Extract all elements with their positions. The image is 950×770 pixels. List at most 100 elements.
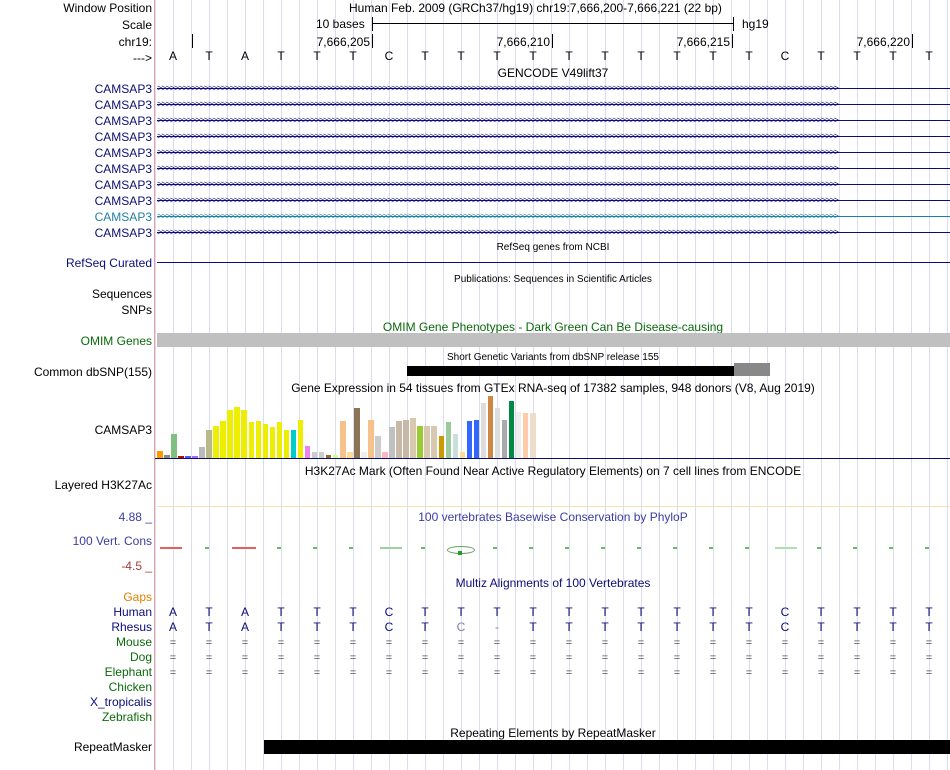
gtex-bar[interactable] bbox=[199, 446, 205, 458]
gtex-bar[interactable] bbox=[164, 454, 170, 458]
phylop-score-bar[interactable] bbox=[925, 547, 929, 549]
gtex-bar[interactable] bbox=[220, 420, 226, 458]
refseq-title[interactable]: RefSeq genes from NCBI bbox=[496, 242, 610, 253]
gtex-bar[interactable] bbox=[241, 409, 247, 458]
dbsnp-label[interactable]: Common dbSNP(155) bbox=[33, 365, 152, 379]
gencode-transcript-label[interactable]: CAMSAP3 bbox=[94, 178, 152, 192]
gtex-label[interactable]: CAMSAP3 bbox=[94, 423, 152, 437]
gtex-bar[interactable] bbox=[354, 408, 360, 458]
gtex-bar[interactable] bbox=[304, 445, 311, 458]
gtex-bar[interactable] bbox=[262, 423, 269, 458]
gencode-transcript-label[interactable]: CAMSAP3 bbox=[94, 130, 152, 144]
phylop-score-bar[interactable] bbox=[565, 547, 569, 549]
gtex-bar[interactable] bbox=[424, 425, 430, 458]
phylop-score-bar[interactable] bbox=[817, 547, 821, 549]
gencode-transcript[interactable]: >>>>>>>>>>>>>>>>>>>>>>>>>>>>>>>>>>>>>>>>… bbox=[157, 81, 950, 95]
multiz-species-human[interactable]: Human bbox=[113, 605, 152, 619]
gtex-bar[interactable] bbox=[417, 425, 423, 458]
gencode-transcript[interactable]: >>>>>>>>>>>>>>>>>>>>>>>>>>>>>>>>>>>>>>>>… bbox=[157, 145, 950, 159]
gtex-bar[interactable] bbox=[459, 451, 466, 458]
gencode-transcript[interactable]: >>>>>>>>>>>>>>>>>>>>>>>>>>>>>>>>>>>>>>>>… bbox=[157, 113, 950, 127]
multiz-species-gaps[interactable]: Gaps bbox=[123, 590, 152, 604]
gtex-bar[interactable] bbox=[438, 436, 444, 458]
gtex-bar[interactable] bbox=[473, 419, 480, 458]
phylop-score-bar[interactable] bbox=[853, 547, 857, 549]
gtex-bar[interactable] bbox=[332, 454, 339, 458]
phylop-score-bar[interactable] bbox=[277, 547, 281, 549]
gtex-bar[interactable] bbox=[508, 401, 515, 458]
gtex-bar[interactable] bbox=[382, 451, 388, 458]
phylop-title[interactable]: 100 vertebrates Basewise Conservation by… bbox=[418, 510, 688, 524]
gencode-transcript[interactable]: >>>>>>>>>>>>>>>>>>>>>>>>>>>>>>>>>>>>>>>>… bbox=[157, 97, 950, 111]
gencode-title[interactable]: GENCODE V49lift37 bbox=[497, 66, 609, 80]
gtex-bar[interactable] bbox=[157, 450, 163, 458]
gencode-transcript-label[interactable]: CAMSAP3 bbox=[94, 194, 152, 208]
gtex-bar[interactable] bbox=[227, 409, 233, 458]
multiz-species-rhesus[interactable]: Rhesus bbox=[111, 620, 152, 634]
gtex-bar[interactable] bbox=[368, 419, 374, 458]
gencode-transcript[interactable]: >>>>>>>>>>>>>>>>>>>>>>>>>>>>>>>>>>>>>>>>… bbox=[157, 177, 950, 191]
dbsnp-title[interactable]: Short Genetic Variants from dbSNP releas… bbox=[447, 352, 659, 363]
phylop-score-bar[interactable] bbox=[673, 547, 677, 549]
gtex-bar[interactable] bbox=[361, 451, 367, 458]
multiz-species-mouse[interactable]: Mouse bbox=[115, 635, 152, 649]
phylop-score-bar[interactable] bbox=[889, 547, 893, 549]
gtex-bar[interactable] bbox=[530, 413, 536, 458]
phylop-score-bar[interactable] bbox=[709, 547, 713, 549]
gtex-bar[interactable] bbox=[213, 425, 219, 458]
refseq-line[interactable] bbox=[157, 262, 950, 263]
refseq-label[interactable]: RefSeq Curated bbox=[65, 256, 152, 270]
gtex-bar[interactable] bbox=[171, 434, 177, 458]
gtex-bar[interactable] bbox=[283, 430, 290, 458]
omim-label[interactable]: OMIM Genes bbox=[80, 334, 152, 348]
phylop-score-bar[interactable] bbox=[421, 547, 425, 549]
publications-title[interactable]: Publications: Sequences in Scientific Ar… bbox=[454, 274, 652, 285]
phylop-score-bar[interactable] bbox=[601, 547, 605, 549]
gtex-bar[interactable] bbox=[311, 451, 318, 458]
gtex-bar[interactable] bbox=[452, 434, 459, 458]
gtex-bar[interactable] bbox=[347, 451, 353, 458]
gencode-transcript-label[interactable]: CAMSAP3 bbox=[94, 162, 152, 176]
phylop-point[interactable] bbox=[458, 551, 462, 555]
multiz-species-zebrafish[interactable]: Zebrafish bbox=[101, 710, 152, 724]
gtex-bar[interactable] bbox=[318, 451, 325, 458]
gtex-bar[interactable] bbox=[192, 456, 198, 458]
gtex-bar[interactable] bbox=[515, 411, 522, 458]
phylop-score-bar[interactable] bbox=[380, 547, 402, 549]
gencode-transcript-label[interactable]: CAMSAP3 bbox=[94, 226, 152, 240]
gtex-bar[interactable] bbox=[389, 427, 395, 458]
multiz-species-chicken[interactable]: Chicken bbox=[108, 680, 152, 694]
repeatmasker-title[interactable]: Repeating Elements by RepeatMasker bbox=[450, 726, 656, 740]
phylop-score-bar[interactable] bbox=[160, 547, 182, 549]
gencode-transcript-label[interactable]: CAMSAP3 bbox=[94, 114, 152, 128]
phylop-score-bar[interactable] bbox=[313, 547, 317, 549]
gtex-bar[interactable] bbox=[178, 455, 184, 458]
gtex-bar[interactable] bbox=[487, 396, 494, 458]
gtex-bar[interactable] bbox=[494, 408, 501, 458]
gencode-transcript-label[interactable]: CAMSAP3 bbox=[94, 98, 152, 112]
gencode-transcript[interactable]: >>>>>>>>>>>>>>>>>>>>>>>>>>>>>>>>>>>>>>>>… bbox=[157, 209, 950, 223]
gtex-bar[interactable] bbox=[501, 419, 508, 458]
gtex-bar[interactable] bbox=[325, 454, 332, 458]
gencode-transcript-label[interactable]: CAMSAP3 bbox=[94, 210, 152, 224]
gtex-bar[interactable] bbox=[340, 420, 346, 458]
gtex-title[interactable]: Gene Expression in 54 tissues from GTEx … bbox=[291, 381, 815, 395]
gencode-transcript[interactable]: >>>>>>>>>>>>>>>>>>>>>>>>>>>>>>>>>>>>>>>>… bbox=[157, 225, 950, 239]
gtex-bar[interactable] bbox=[522, 413, 529, 458]
gtex-bar[interactable] bbox=[396, 420, 402, 458]
gtex-bar[interactable] bbox=[445, 422, 451, 458]
phylop-score-bar[interactable] bbox=[493, 547, 497, 549]
gencode-transcript-label[interactable]: CAMSAP3 bbox=[94, 146, 152, 160]
multiz-title[interactable]: Multiz Alignments of 100 Vertebrates bbox=[455, 576, 651, 590]
gtex-bar[interactable] bbox=[269, 427, 276, 458]
gtex-bar[interactable] bbox=[297, 419, 304, 458]
phylop-score-bar[interactable] bbox=[745, 547, 749, 549]
gtex-bar[interactable] bbox=[403, 419, 409, 458]
dbsnp-bar[interactable] bbox=[407, 366, 770, 376]
gtex-bar[interactable] bbox=[375, 436, 381, 458]
phylop-score-bar[interactable] bbox=[232, 547, 256, 549]
gtex-bar[interactable] bbox=[290, 430, 297, 458]
gencode-transcript[interactable]: >>>>>>>>>>>>>>>>>>>>>>>>>>>>>>>>>>>>>>>>… bbox=[157, 193, 950, 207]
h3k27ac-title[interactable]: H3K27Ac Mark (Often Found Near Active Re… bbox=[304, 464, 802, 478]
omim-title[interactable]: OMIM Gene Phenotypes - Dark Green Can Be… bbox=[382, 320, 724, 334]
